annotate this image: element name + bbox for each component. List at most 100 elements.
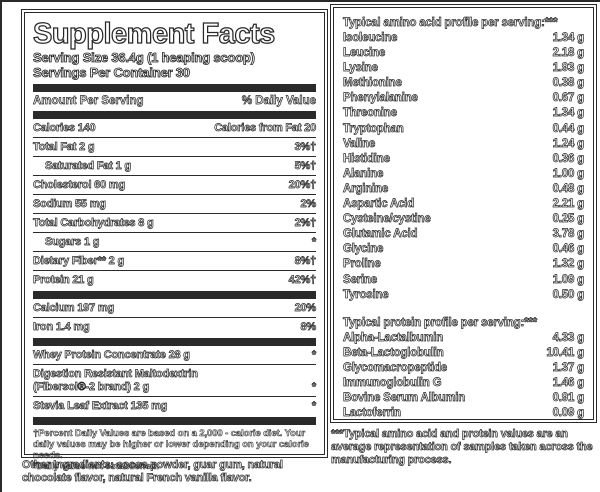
nutrient-row: Saturated Fat 1 g 5%† bbox=[33, 156, 317, 175]
amino-profile-panel: Typical amino acid profile per serving:*… bbox=[330, 4, 597, 423]
amino-acid-name: Lysine bbox=[343, 62, 379, 75]
amino-acid-name: Arginine bbox=[343, 182, 389, 196]
section-divider bbox=[33, 291, 316, 299]
amino-acid-value: 1.32 g bbox=[552, 258, 584, 271]
ingredient-name: Whey Protein Concentrate 28 g bbox=[33, 348, 191, 361]
amino-acid-value: 1.24 g bbox=[552, 137, 584, 150]
dagger-footnote: †Percent Daily Values are based on a 2,0… bbox=[33, 428, 309, 462]
amino-acid-row: Alanine 1.00 g bbox=[343, 167, 585, 182]
section-divider bbox=[33, 417, 316, 425]
amino-acid-row: Phenylalanine 0.67 g bbox=[343, 91, 585, 106]
amino-acid-row: Proline 1.32 g bbox=[343, 257, 585, 272]
amino-acid-name: Proline bbox=[343, 258, 381, 271]
ingredient-dv: * bbox=[311, 399, 317, 412]
amino-acid-value: 0.44 g bbox=[552, 122, 584, 135]
protein-profile-header: Typical protein profile per serving:*** bbox=[343, 316, 538, 329]
section-divider bbox=[33, 84, 316, 92]
amino-acid-value: 2.21 g bbox=[552, 198, 584, 211]
amino-acid-value: 1.00 g bbox=[552, 167, 584, 180]
amino-acid-name: Glycine bbox=[343, 243, 384, 256]
amino-acid-name: Methionine bbox=[343, 77, 403, 90]
column-header-row: Amount Per Serving % Daily Value bbox=[33, 92, 317, 109]
ingredient-row: Stevia Leaf Extract 135 mg * bbox=[33, 396, 317, 415]
amino-acid-row: Tyrosine 0.50 g bbox=[343, 288, 585, 303]
nutrient-row: Dietary Fiber** 2 g 8%† bbox=[33, 251, 317, 270]
amino-acid-value: 0.25 g bbox=[552, 213, 584, 226]
nutrient-row: Total Carbohydrates 8 g 2%† bbox=[33, 213, 317, 232]
amino-acid-name: Threonine bbox=[343, 107, 398, 120]
ingredient-row: Whey Protein Concentrate 28 g * bbox=[33, 346, 317, 364]
protein-fraction-row: Immunoglobulin G 1.46 g bbox=[343, 376, 585, 391]
amino-acid-value: 1.93 g bbox=[552, 62, 584, 75]
mineral-row: Iron 1.4 mg 8% bbox=[33, 317, 317, 336]
amino-acid-row: Histidine 0.36 g bbox=[343, 152, 585, 167]
nutrient-name: Protein 21 g bbox=[33, 273, 94, 286]
ingredient-name: Digestion Resistant Maltodextrin (Fibers… bbox=[33, 367, 199, 393]
protein-fraction-name: Alpha-Lactalbumin bbox=[343, 331, 444, 344]
protein-fraction-name: Lactoferrin bbox=[343, 407, 402, 420]
daily-value-footnote: †Percent Daily Values are based on a 2,0… bbox=[33, 425, 316, 473]
protein-fraction-value: 1.37 g bbox=[552, 361, 584, 375]
supplement-facts-panel: Supplement Facts Serving Size 36.4g (1 h… bbox=[21, 9, 328, 472]
mineral-row: Calcium 197 mg 20% bbox=[33, 299, 317, 317]
mineral-dv: 8% bbox=[300, 320, 316, 333]
nutrient-dv: 2% bbox=[300, 197, 316, 210]
nutrient-dv: 5%† bbox=[294, 159, 316, 172]
section-divider bbox=[33, 111, 316, 119]
amino-acid-row: Methionine 0.38 g bbox=[343, 76, 585, 91]
nutrient-row: Protein 21 g 42%† bbox=[33, 270, 317, 289]
amino-acid-row: Aspartic Acid 2.21 g bbox=[343, 197, 585, 212]
calories-row: Calories 140 Calories from Fat 20 bbox=[33, 119, 317, 137]
serving-size: Serving Size 36.4g (1 heaping scoop) bbox=[33, 50, 256, 66]
amino-acid-value: 0.48 g bbox=[552, 182, 584, 196]
amino-acid-name: Histidine bbox=[343, 152, 391, 165]
amino-acid-row: Tryptophan 0.44 g bbox=[343, 122, 585, 137]
amino-acid-row: Cysteine/cystine 0.25 g bbox=[343, 212, 585, 227]
amino-acid-row: Valine 1.24 g bbox=[343, 137, 585, 152]
nutrient-row: Cholesterol 60 mg 20%† bbox=[33, 175, 317, 194]
protein-fraction-name: Bovine Serum Albumin bbox=[343, 392, 466, 405]
amino-acid-name: Valine bbox=[343, 137, 376, 150]
protein-fraction-row: Glycomacropeptide 1.37 g bbox=[343, 361, 585, 376]
typical-values-footnote: ***Typical amino acid and protein values… bbox=[331, 428, 593, 467]
ingredient-dv: * bbox=[311, 348, 317, 361]
amino-acid-row: Glycine 0.46 g bbox=[343, 242, 585, 257]
protein-fraction-row: Bovine Serum Albumin 0.91 g bbox=[343, 391, 585, 406]
nutrient-name: Cholesterol 60 mg bbox=[33, 178, 126, 191]
amino-acid-value: 0.46 g bbox=[552, 243, 584, 256]
other-ingredients: Other Ingredients: cocoa powder, guar gu… bbox=[22, 459, 284, 485]
asterisk-footnote: *Daily Value not established. bbox=[33, 461, 160, 473]
nutrient-name: Total Carbohydrates 8 g bbox=[33, 216, 154, 229]
amino-acid-row: Glutamic Acid 3.78 g bbox=[343, 227, 585, 242]
nutrient-name: Sodium 55 mg bbox=[33, 197, 107, 210]
artwork-top-edge bbox=[0, 0, 600, 2]
amino-acid-row: Isoleucine 1.34 g bbox=[343, 31, 585, 46]
amino-acid-row: Threonine 1.34 g bbox=[343, 106, 585, 121]
protein-fraction-value: 1.46 g bbox=[552, 376, 584, 390]
amino-acid-name: Phenylalanine bbox=[343, 92, 419, 105]
ingredient-name: Stevia Leaf Extract 135 mg bbox=[33, 399, 168, 412]
amino-acid-name: Isoleucine bbox=[343, 32, 398, 45]
amino-acid-name: Glutamic Acid bbox=[343, 228, 418, 241]
servings-per-container: Servings Per Container 30 bbox=[33, 65, 191, 81]
amino-acid-value: 0.36 g bbox=[552, 152, 584, 165]
amino-acid-name: Tyrosine bbox=[343, 288, 389, 301]
artwork-left-edge bbox=[0, 0, 2, 492]
daily-value-header: % Daily Value bbox=[241, 95, 316, 108]
mineral-name: Calcium 197 mg bbox=[33, 301, 115, 314]
nutrient-name: Saturated Fat 1 g bbox=[45, 159, 132, 172]
amino-acid-name: Tryptophan bbox=[343, 122, 405, 135]
protein-fraction-name: Glycomacropeptide bbox=[343, 361, 448, 375]
amino-acid-value: 1.09 g bbox=[552, 273, 584, 286]
nutrient-name: Total Fat 2 g bbox=[33, 140, 95, 153]
nutrient-dv: 20%† bbox=[288, 178, 316, 191]
panel-spacer bbox=[343, 303, 584, 316]
protein-fraction-value: 0.91 g bbox=[552, 392, 584, 405]
amino-acid-value: 0.38 g bbox=[552, 77, 584, 90]
ingredient-dv: * bbox=[311, 380, 317, 393]
section-divider bbox=[33, 338, 316, 346]
protein-fraction-value: 4.33 g bbox=[552, 331, 584, 344]
nutrient-dv: 3%† bbox=[294, 140, 316, 153]
protein-fraction-row: Beta-Lactoglobulin 10.41 g bbox=[343, 346, 585, 361]
